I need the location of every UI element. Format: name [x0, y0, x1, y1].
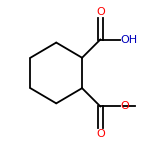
Text: O: O — [121, 101, 130, 111]
Text: O: O — [96, 7, 105, 17]
Text: O: O — [96, 129, 105, 139]
Text: OH: OH — [121, 35, 138, 45]
